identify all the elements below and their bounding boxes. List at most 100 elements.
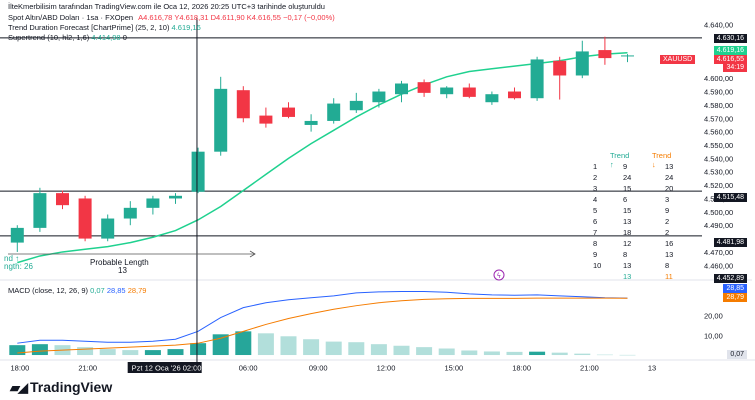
candle-body: [621, 55, 634, 57]
candle-body: [485, 94, 499, 103]
indicator-2-label: Supertrend (10, hl2, 1,6): [8, 33, 90, 42]
trend-down-footer: 11: [665, 272, 673, 281]
macd-line: [17, 290, 628, 344]
candle-body: [56, 193, 69, 206]
candle-body: [236, 90, 250, 119]
trend-row-index: 2: [593, 173, 598, 182]
trend-row-up: 24: [623, 173, 632, 182]
candle-body: [259, 115, 273, 124]
price-tick: 4.470,00: [704, 248, 733, 257]
indicator-1-line[interactable]: Trend Duration Forecast [ChartPrime] (25…: [8, 23, 201, 33]
indicator-1-value: 4.619,16: [171, 23, 201, 32]
trend-row-index: 10: [593, 261, 602, 270]
trend-row-up: 15: [623, 184, 632, 193]
macd-histogram-bar: [122, 350, 139, 356]
macd-hist-value: 0,07: [90, 286, 105, 295]
price-tick: 4.550,00: [704, 141, 733, 150]
candle-body: [214, 88, 228, 152]
macd-histogram-bar: [619, 354, 636, 356]
price-axis: 4.640,00 4.600,00 4.590,00 4.580,00 4.570,00…: [704, 21, 733, 271]
macd-histogram-bar: [551, 352, 568, 356]
trend-row-index: 1: [593, 162, 598, 171]
macd-tick: 10,00: [704, 331, 723, 340]
macd-histogram-bar: [483, 351, 500, 356]
candle-body: [169, 195, 182, 199]
candle-body: [349, 100, 363, 111]
trend-row-down: 3: [665, 195, 670, 204]
price-tick: 4.540,00: [704, 154, 733, 163]
indicator-2-line[interactable]: Supertrend (10, hl2, 1,6) 4.414,98 0: [8, 33, 127, 43]
macd-histogram-bar: [144, 350, 161, 356]
time-cursor-label: Pzt 12 Oca '26 02:00: [132, 364, 202, 373]
time-tick: 09:00: [309, 364, 328, 373]
macd-tick: 20,00: [704, 312, 723, 321]
time-axis: 18:00 21:00 Pzt 12 Oca '26 02:00 06:00 09:00…: [0, 359, 755, 373]
brand-name: TradingView: [30, 379, 113, 395]
macd-histogram-bar: [574, 353, 591, 356]
level-mid-label: 4.515,48: [713, 193, 747, 202]
macd-label: MACD (close, 12, 26, 9): [8, 286, 89, 295]
time-tick: 13: [648, 364, 656, 373]
candle-body: [146, 198, 160, 208]
candle-body: [530, 59, 544, 99]
indicator-1-label: Trend Duration Forecast [ChartPrime] (25…: [8, 23, 170, 32]
trend-row-down: 16: [665, 239, 674, 248]
trend-up-annotation: nd ↑: [4, 254, 20, 263]
level-high-label: 4.630,16: [713, 34, 747, 43]
candle-body: [462, 87, 476, 97]
candle-body: [191, 151, 205, 192]
candle-body: [598, 50, 612, 59]
time-tick: 06:00: [239, 364, 258, 373]
trend-row-up: 13: [623, 261, 632, 270]
macd-histogram-bar: [167, 349, 184, 356]
macd-histogram-bar: [596, 354, 613, 356]
macd-histogram-bar: [416, 347, 433, 356]
candle-body: [282, 107, 295, 117]
trend-up-header: Trend ↑: [610, 151, 630, 169]
supertrend-line: [17, 52, 628, 264]
candle-body: [417, 82, 431, 93]
price-tick: 4.560,00: [704, 128, 733, 137]
macd-histogram-bar: [370, 344, 387, 356]
price-tick: 4.590,00: [704, 88, 733, 97]
macd-histogram-bar: [212, 334, 229, 356]
macd-signal-tag: 28,79: [723, 293, 747, 302]
macd-histogram-bar: [506, 351, 523, 356]
time-tick: 18:00: [11, 364, 30, 373]
macd-pane: 20,00 10,00: [0, 279, 752, 356]
trend-row-down: 24: [665, 173, 674, 182]
lightning-icon: [493, 269, 505, 281]
macd-histogram-bar: [257, 333, 274, 356]
countdown-label: 34:19: [723, 63, 747, 72]
current-price-label: 4.616,55: [713, 55, 747, 64]
price-tick: 4.570,00: [704, 114, 733, 123]
tradingview-logo[interactable]: ▰◢ TradingView: [10, 379, 112, 396]
signal-line: [17, 297, 628, 354]
macd-histogram-bar: [9, 345, 26, 356]
ohlc-close: K4.616,55: [246, 13, 281, 22]
macd-histogram-bar: [461, 350, 478, 356]
trend-row-index: 5: [593, 206, 598, 215]
arrow-head: [249, 250, 256, 258]
level-trend-label: 4.619,16: [713, 46, 747, 55]
macd-histogram-bar: [325, 341, 342, 356]
candle-body: [327, 103, 341, 121]
time-tick: 21:00: [580, 364, 599, 373]
candle-body: [123, 207, 137, 219]
macd-histogram-bar: [348, 342, 365, 356]
candle-body: [575, 51, 589, 76]
time-tick: 21:00: [78, 364, 97, 373]
macd-legend[interactable]: MACD (close, 12, 26, 9) 0,07 28,85 28,79: [8, 286, 146, 296]
lightning-glyph: ϟ: [497, 272, 502, 280]
probable-length-label: Probable Length: [90, 258, 149, 267]
trend-row-index: 6: [593, 217, 598, 226]
candle-body: [78, 198, 92, 239]
candle-body: [33, 193, 47, 228]
trend-row-up: 8: [623, 250, 628, 259]
macd-histogram-bar: [280, 336, 297, 356]
macd-histogram-bar: [438, 348, 455, 356]
ohlc-low: D4.611,90: [210, 13, 245, 22]
price-tick: 4.580,00: [704, 101, 733, 110]
trend-down-header: Trend ↓: [652, 151, 672, 169]
